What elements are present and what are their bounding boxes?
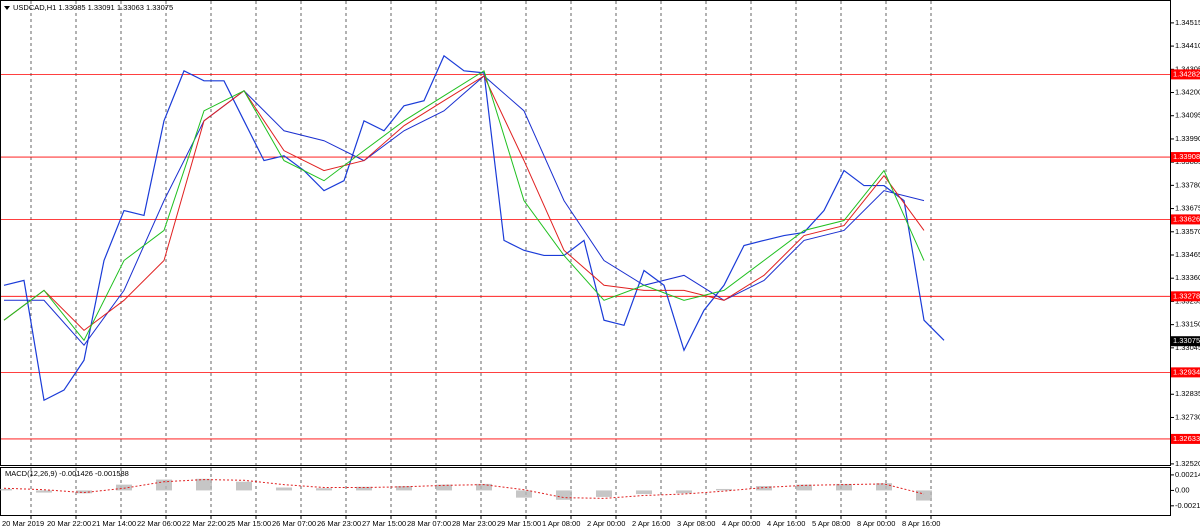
x-tick-label: 1 Apr 08:00 <box>542 519 580 528</box>
macd-bar <box>116 484 132 491</box>
y-tick-label: 1.32520 <box>1175 459 1200 468</box>
x-tick-label: 28 Mar 23:00 <box>452 519 496 528</box>
y-tick-label: 1.33570 <box>1175 227 1200 236</box>
y-tick-label: 1.33780 <box>1175 180 1200 189</box>
signal-line <box>3 479 925 499</box>
x-tick-label: 28 Mar 07:00 <box>407 519 451 528</box>
macd-bar <box>36 490 52 493</box>
macd-title: MACD(12,26,9) -0.001426 -0.001588 <box>5 469 129 478</box>
x-tick-label: 21 Mar 14:00 <box>92 519 136 528</box>
x-tick-label: 20 Mar 22:00 <box>47 519 91 528</box>
macd-bar <box>876 483 892 491</box>
y-tick-label: 1.33360 <box>1175 273 1200 282</box>
macd-bar <box>156 479 172 491</box>
macd-bar <box>756 486 772 491</box>
y-tick-label: 0.002145 <box>1175 470 1200 479</box>
level-tag <box>1171 367 1200 378</box>
macd-bar <box>76 490 92 494</box>
level-label: 1.32934 <box>1173 367 1200 376</box>
y-tick-label: 1.34200 <box>1175 88 1200 97</box>
x-tick-label: 27 Mar 15:00 <box>362 519 406 528</box>
x-tick-label: 25 Mar 15:00 <box>227 519 271 528</box>
x-tick-label: 29 Mar 15:00 <box>497 519 541 528</box>
y-tick-label: 1.33150 <box>1175 320 1200 329</box>
macd-bar <box>396 486 412 491</box>
y-tick-label: 0.00 <box>1175 485 1190 494</box>
x-tick-label: 5 Apr 08:00 <box>812 519 850 528</box>
symbol-info: USDCAD,H1 1.33085 1.33091 1.33063 1.3307… <box>13 3 173 12</box>
moving-average <box>4 75 925 346</box>
y-tick-label: 1.34095 <box>1175 111 1200 120</box>
macd-bar <box>716 488 732 491</box>
x-tick-label: 4 Apr 00:00 <box>722 519 760 528</box>
current-price-tag <box>1171 336 1200 347</box>
x-tick-label: 26 Mar 23:00 <box>317 519 361 528</box>
y-tick-label: 1.32835 <box>1175 389 1200 398</box>
macd-bar <box>276 487 292 491</box>
y-tick-label: 1.33675 <box>1175 204 1200 213</box>
macd-bar <box>236 481 252 491</box>
macd-bar <box>636 490 652 495</box>
macd-bar <box>516 490 532 498</box>
x-tick-label: 26 Mar 07:00 <box>272 519 316 528</box>
macd-bar <box>556 490 572 500</box>
y-tick-label: 1.34305 <box>1175 64 1200 73</box>
macd-bar <box>676 490 692 494</box>
macd-frame <box>0 467 1171 516</box>
y-tick-label: 1.33990 <box>1175 134 1200 143</box>
macd-bar <box>796 484 812 491</box>
macd-bar <box>196 478 212 491</box>
x-tick-label: 22 Mar 06:00 <box>137 519 181 528</box>
level-tag <box>1171 152 1200 163</box>
macd-bar <box>836 483 852 491</box>
menu-arrow <box>4 6 10 10</box>
x-tick-label: 22 Mar 22:00 <box>182 519 226 528</box>
level-label: 1.33908 <box>1173 152 1200 161</box>
level-label: 1.33626 <box>1173 214 1200 223</box>
level-tag <box>1171 291 1200 302</box>
y-tick-label: 1.34410 <box>1175 41 1200 50</box>
macd-bar <box>916 490 932 501</box>
moving-average <box>3 70 925 342</box>
moving-average <box>3 75 925 332</box>
level-tag <box>1171 69 1200 80</box>
macd-bar <box>316 488 332 491</box>
price-line <box>3 54 945 402</box>
macd-bar <box>476 483 492 491</box>
current-price-label: 1.33075 <box>1173 336 1200 345</box>
y-tick-label: -0.00213 <box>1175 501 1200 510</box>
x-tick-label: 20 Mar 2019 <box>2 519 44 528</box>
y-tick-label: 1.33045 <box>1175 343 1200 352</box>
x-tick-label: 2 Apr 00:00 <box>587 519 625 528</box>
x-tick-label: 3 Apr 08:00 <box>677 519 715 528</box>
x-tick-label: 4 Apr 16:00 <box>767 519 805 528</box>
x-tick-label: 8 Apr 00:00 <box>857 519 895 528</box>
macd-bar <box>356 486 372 491</box>
x-tick-label: 8 Apr 16:00 <box>902 519 940 528</box>
macd-bar <box>0 488 12 491</box>
level-label: 1.33278 <box>1173 291 1200 300</box>
x-tick-label: 2 Apr 16:00 <box>632 519 670 528</box>
y-tick-label: 1.33465 <box>1175 250 1200 259</box>
level-label: 1.32633 <box>1173 434 1200 443</box>
level-label: 1.34282 <box>1173 69 1200 78</box>
macd-bar <box>596 490 612 497</box>
level-tag <box>1171 433 1200 444</box>
y-tick-label: 1.32730 <box>1175 412 1200 421</box>
y-tick-label: 1.34515 <box>1175 18 1200 27</box>
macd-bar <box>436 484 452 491</box>
level-tag <box>1171 214 1200 225</box>
